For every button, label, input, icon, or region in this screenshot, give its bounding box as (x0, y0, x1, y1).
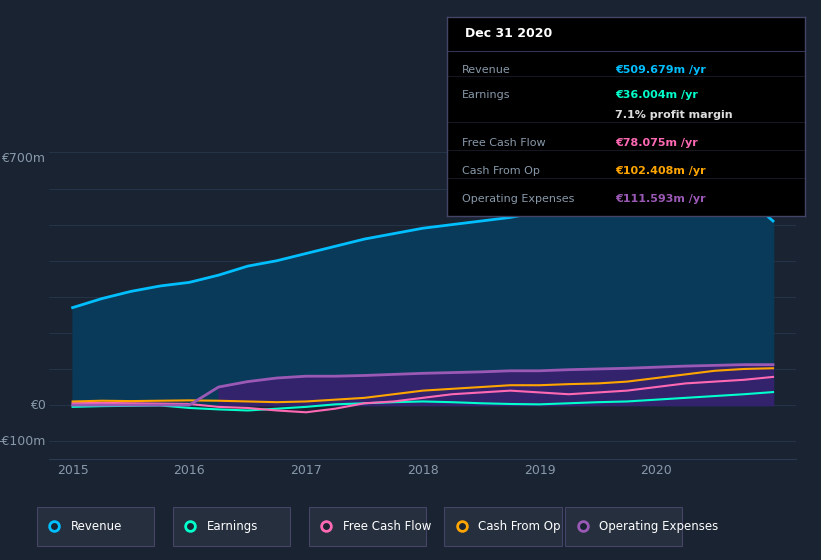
Bar (444, 507, 562, 546)
Text: Dec 31 2020: Dec 31 2020 (466, 27, 553, 40)
Text: €509.679m /yr: €509.679m /yr (615, 64, 706, 74)
Bar (37, 507, 154, 546)
Text: Operating Expenses: Operating Expenses (599, 520, 718, 533)
Bar (309, 507, 425, 546)
Text: Free Cash Flow: Free Cash Flow (342, 520, 431, 533)
Text: €102.408m /yr: €102.408m /yr (615, 166, 706, 176)
Text: €700m: €700m (2, 152, 45, 165)
Text: Operating Expenses: Operating Expenses (461, 194, 574, 204)
Text: Earnings: Earnings (207, 520, 258, 533)
Text: Free Cash Flow: Free Cash Flow (461, 138, 545, 148)
Text: €111.593m /yr: €111.593m /yr (615, 194, 706, 204)
Bar (566, 507, 682, 546)
Text: -€100m: -€100m (0, 435, 45, 447)
Text: Earnings: Earnings (461, 90, 510, 100)
Text: €36.004m /yr: €36.004m /yr (615, 90, 698, 100)
Text: €78.075m /yr: €78.075m /yr (615, 138, 698, 148)
Text: Cash From Op: Cash From Op (479, 520, 561, 533)
Text: Revenue: Revenue (71, 520, 122, 533)
Bar (172, 507, 290, 546)
Text: 7.1% profit margin: 7.1% profit margin (615, 110, 733, 120)
Text: €0: €0 (30, 399, 45, 412)
Text: Cash From Op: Cash From Op (461, 166, 539, 176)
Text: Revenue: Revenue (461, 64, 511, 74)
